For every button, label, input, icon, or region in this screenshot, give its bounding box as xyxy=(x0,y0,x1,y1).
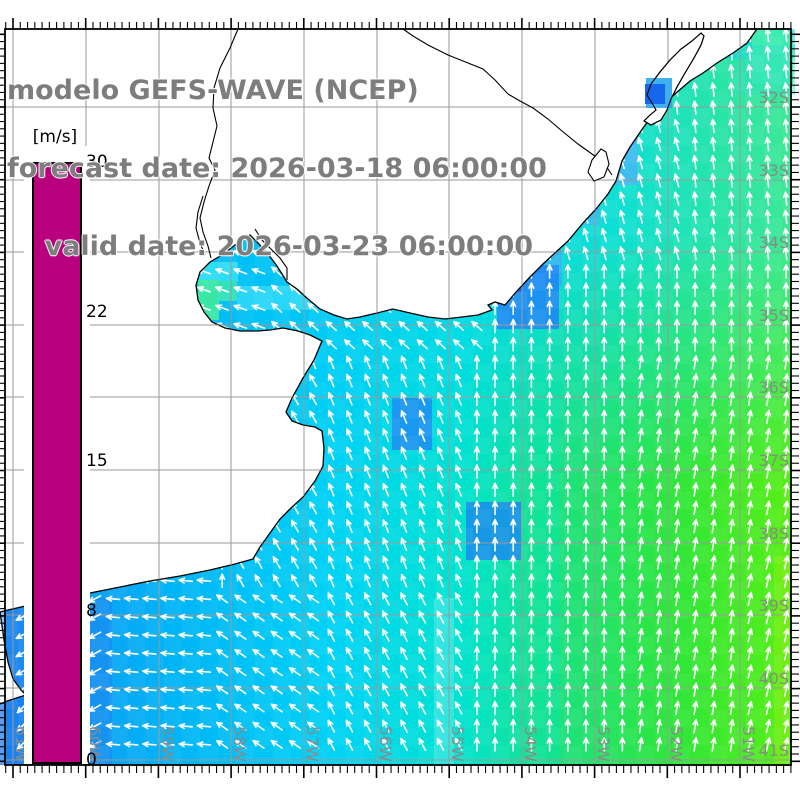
colorbar-tick-label: 22 xyxy=(86,301,108,322)
latitude-label: 34S xyxy=(758,233,789,252)
forecast-date: forecast date: 2026-03-18 06:00:00 xyxy=(7,153,547,184)
longitude-label: 53W xyxy=(594,726,613,762)
latitude-label: 38S xyxy=(758,524,789,543)
latitude-label: 40S xyxy=(758,669,789,688)
longitude-label: 56W xyxy=(376,726,395,762)
rivers-and-lagoons xyxy=(195,28,705,280)
colorbar-tick-label: 30 xyxy=(86,152,108,172)
map-frame xyxy=(0,18,800,778)
plot-title: modelo GEFS-WAVE (NCEP) forecast date: 2… xyxy=(7,26,547,312)
longitude-label: 59W xyxy=(158,726,177,762)
model-name: modelo GEFS-WAVE (NCEP) xyxy=(7,75,419,106)
colorbar-tick-label: 0 xyxy=(86,750,97,770)
longitude-label: 57W xyxy=(303,726,322,762)
latitude-label: 39S xyxy=(758,596,789,615)
latitude-label: 37S xyxy=(758,451,789,470)
colorbar-tick-label: 15 xyxy=(86,451,108,471)
valid-date: valid date: 2026-03-23 06:00:00 xyxy=(7,231,534,262)
colorbar xyxy=(32,162,82,764)
latitude-label: 33S xyxy=(758,161,789,180)
longitude-label: 55W xyxy=(448,726,467,762)
latitude-label: 41S xyxy=(758,741,789,760)
latitude-label: 35S xyxy=(758,306,789,325)
longitude-label: 52W xyxy=(667,726,686,762)
colorbar-tick-label: 8 xyxy=(86,600,97,621)
longitude-label: 58W xyxy=(230,726,249,762)
latitude-label: 36S xyxy=(758,378,789,397)
colorbar-unit-label: [m/s] xyxy=(32,127,78,147)
latitude-label: 32S xyxy=(758,88,789,107)
land xyxy=(0,28,758,705)
longitude-label: 51W xyxy=(739,726,758,762)
longitude-label: 54W xyxy=(521,726,540,762)
